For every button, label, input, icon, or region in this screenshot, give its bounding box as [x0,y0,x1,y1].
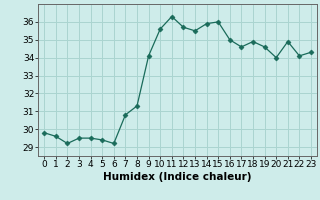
X-axis label: Humidex (Indice chaleur): Humidex (Indice chaleur) [103,172,252,182]
